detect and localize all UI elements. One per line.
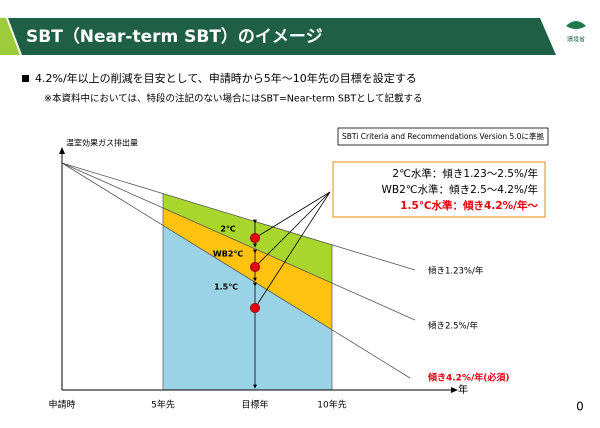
note-box	[337, 127, 549, 146]
level-label: 1.5℃	[214, 283, 238, 292]
note: SBTi Criteria and Recommendations Versio…	[342, 131, 544, 141]
callout-line: 1.5℃水準：傾き4.2%/年～	[400, 199, 538, 212]
line-label: 傾き1.23%/年	[428, 266, 484, 277]
logo-icon	[566, 21, 586, 29]
callout-line: WB2℃水準：傾き2.5～4.2%/年	[382, 183, 538, 196]
y-axis-label: 温室効果ガス排出量	[66, 138, 138, 148]
x-label: 10年先	[317, 399, 346, 411]
bullet-note: ※本資料中においては、特段の注記のない場合にはSBT=Near-term SBT…	[44, 93, 422, 105]
zone-2c	[163, 193, 332, 283]
slope-line	[61, 162, 411, 379]
pointer	[254, 191, 331, 239]
slope-line	[61, 162, 416, 321]
level-label: 2℃	[220, 225, 236, 234]
x-label: 目標年	[241, 399, 268, 411]
x-axis-label: 年	[458, 383, 468, 396]
callout-line: 2℃水準：傾き1.23～2.5%/年	[392, 167, 538, 180]
pointer	[254, 191, 331, 309]
x-label: 5年先	[151, 399, 175, 411]
bullet-mark	[22, 75, 29, 82]
pointer	[254, 191, 331, 268]
zone-wb2c	[163, 207, 332, 330]
marker	[250, 233, 260, 243]
zone-1-5c	[163, 225, 332, 390]
bullet: 4.2%/年以上の削減を目安として、申請時から5年～10年先の目標を設定する	[35, 71, 417, 85]
header-bar	[8, 18, 556, 55]
page-number: 0	[576, 400, 584, 414]
marker	[250, 262, 260, 272]
slope-line	[61, 162, 416, 271]
callout-box	[332, 161, 546, 218]
line-label: 傾き4.2%/年(必須)	[427, 372, 509, 384]
line-label: 傾き2.5%/年	[428, 321, 478, 332]
logo: 環境省	[567, 36, 585, 44]
level-label: WB2℃	[213, 250, 243, 259]
x-label: 申請時	[48, 399, 75, 411]
title: SBT（Near-term SBT）のイメージ	[26, 26, 323, 47]
accent	[0, 18, 20, 55]
marker	[250, 303, 260, 313]
